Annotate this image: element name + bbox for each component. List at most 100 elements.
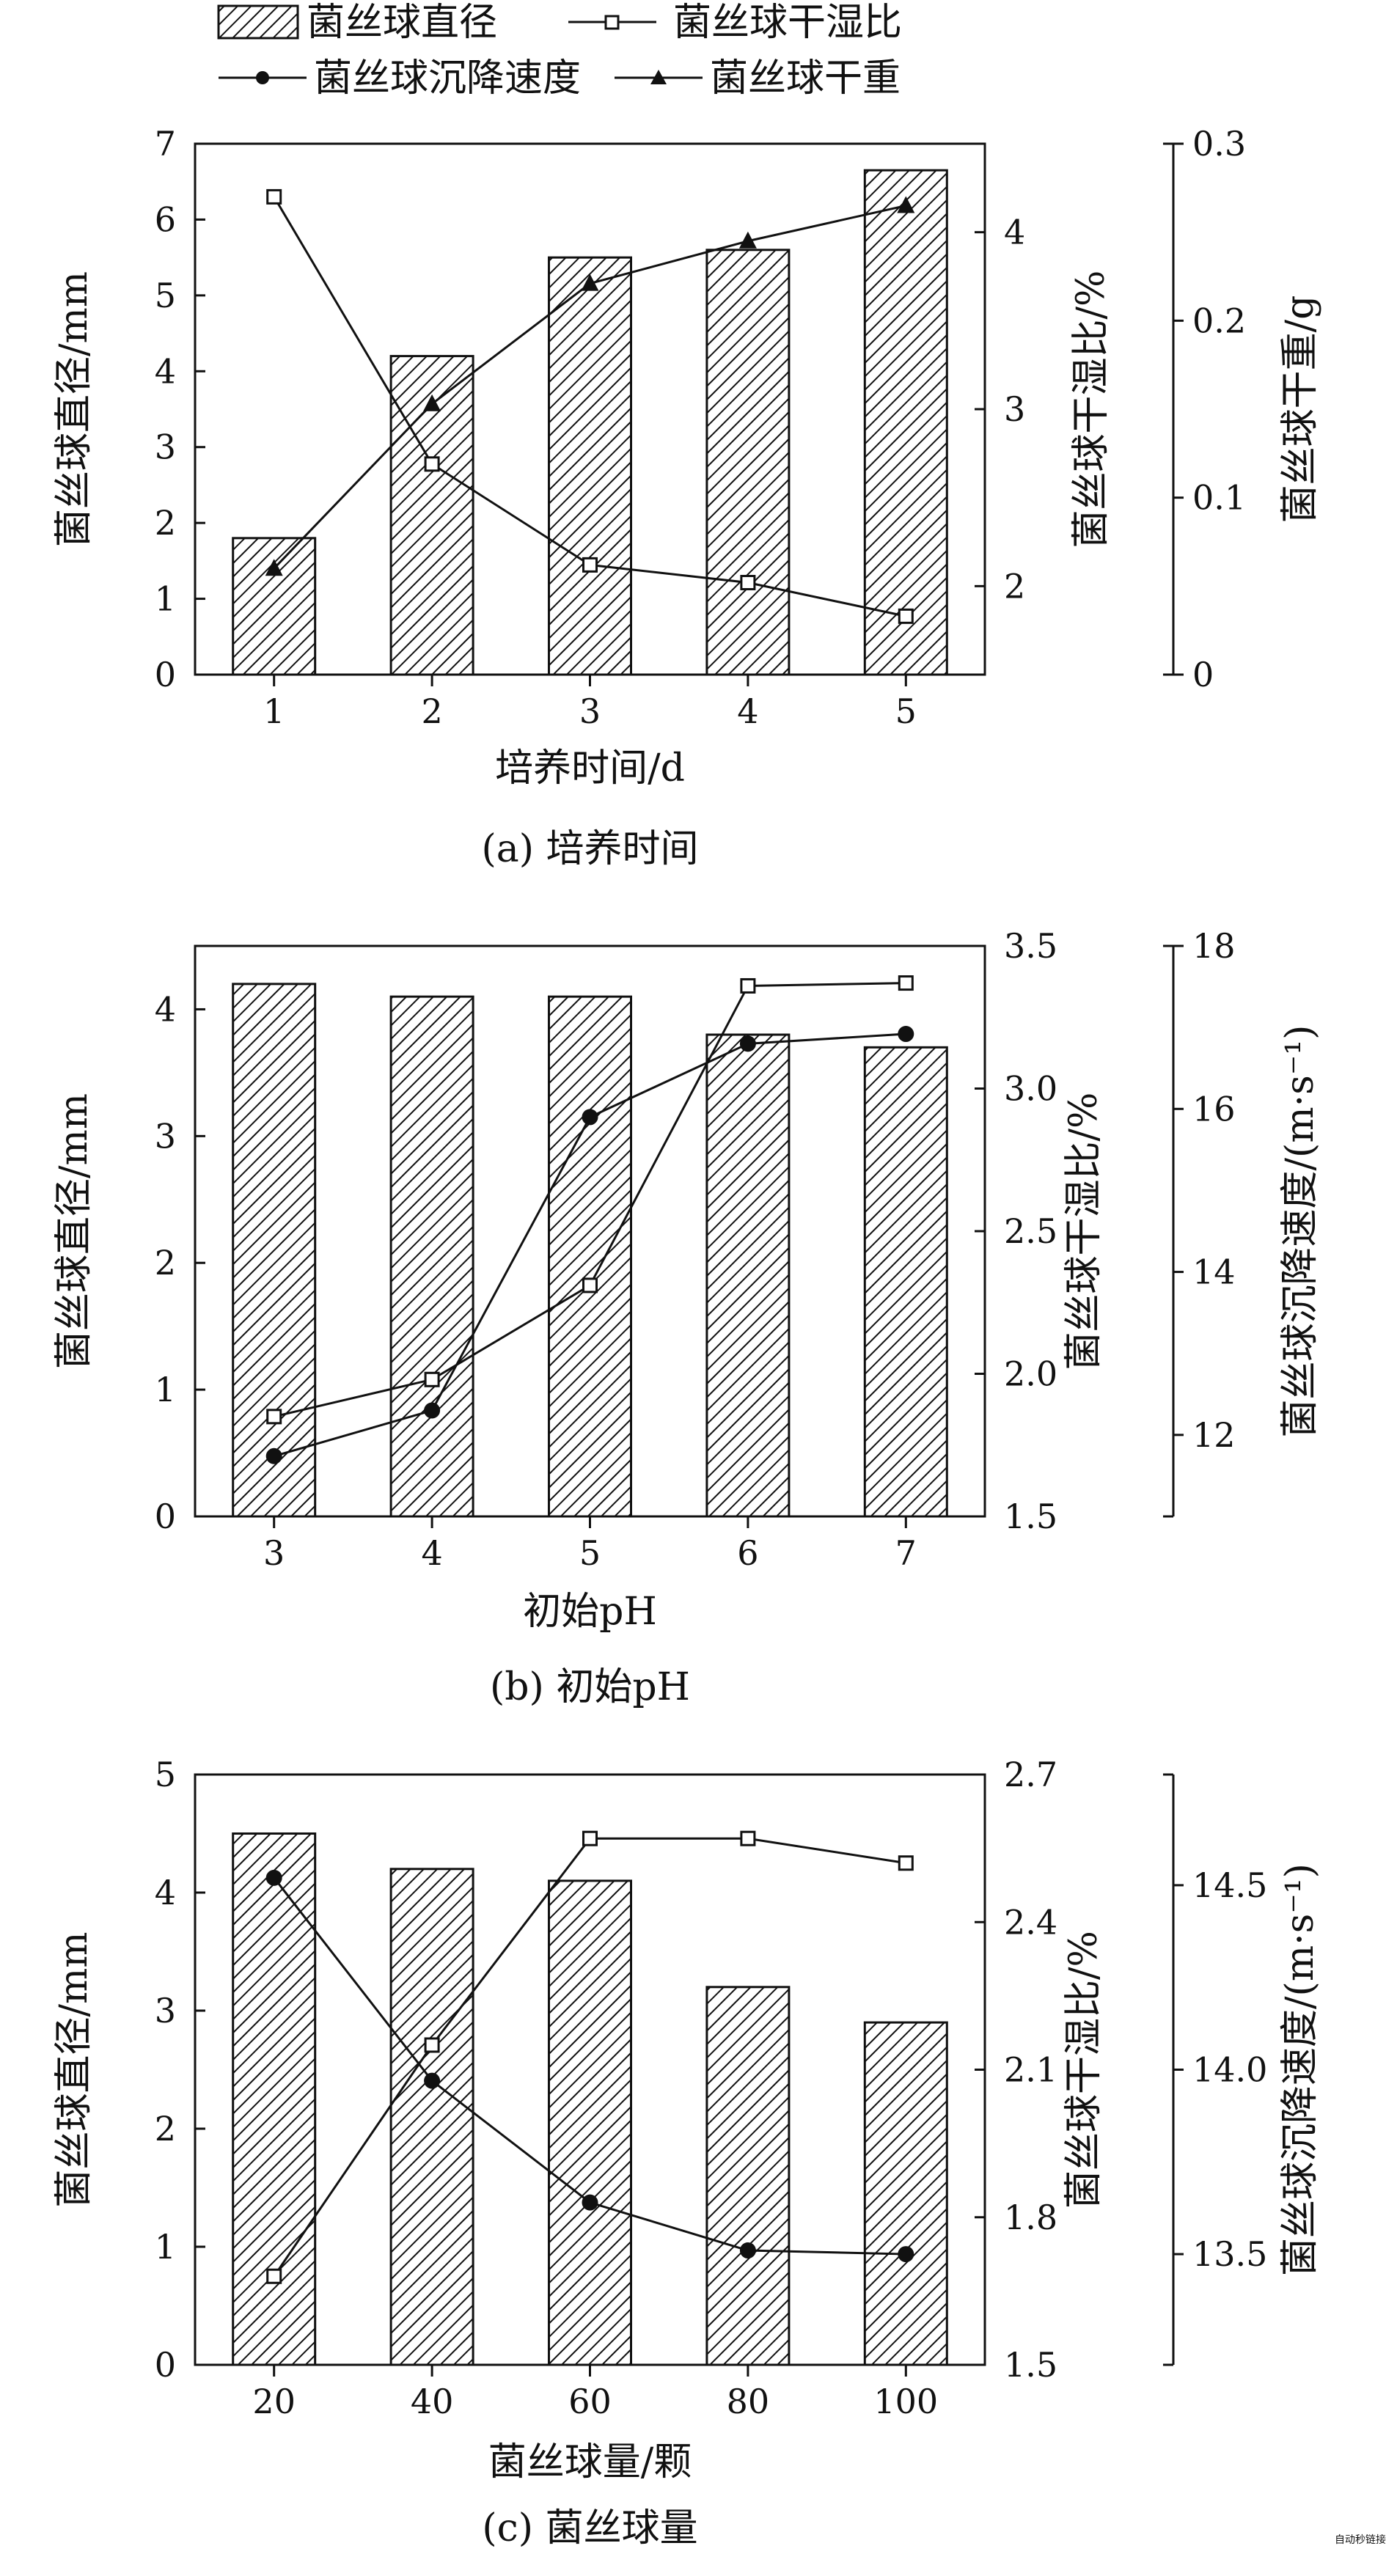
y2-tick-label: 4 [1004, 213, 1025, 252]
panel-caption: (c) 菌丝球量 [482, 2506, 697, 2550]
bar [863, 169, 948, 676]
legend-weight-marker [650, 70, 667, 84]
y2-axis-title: 菌丝球干湿比/% [1062, 1931, 1106, 2209]
line-point-triangle [897, 196, 915, 213]
x-tick-label: 40 [411, 2382, 454, 2421]
line-point-circle [739, 2242, 756, 2259]
line-point-circle [265, 1447, 282, 1464]
legend-ratio-label: 菌丝球干湿比 [673, 1, 902, 45]
legend-item-bar: 菌丝球直径 [217, 1, 497, 45]
line-point-triangle [738, 231, 757, 249]
y-tick-label: 2 [155, 2109, 176, 2148]
y3-tick-label: 0 [1192, 655, 1214, 694]
y3-axis-title: 菌丝球干重/g [1278, 296, 1322, 524]
y-tick-label: 1 [155, 1370, 176, 1409]
x-tick-label: 20 [252, 2382, 296, 2421]
legend-bar-swatch [217, 4, 299, 40]
legend-weight-label: 菌丝球干重 [710, 56, 901, 100]
x-tick-label: 7 [895, 1533, 917, 1573]
legend-item-weight: 菌丝球干重 [615, 56, 901, 100]
y2-tick-label: 2.5 [1004, 1211, 1057, 1251]
y2-tick-label: 2.1 [1004, 2050, 1057, 2090]
line-point-square [266, 2268, 282, 2284]
line-point-square [582, 1830, 598, 1846]
y-tick-label: 5 [155, 1755, 176, 1794]
y-tick-label: 0 [155, 1497, 176, 1536]
y2-tick-label: 2 [1004, 566, 1025, 606]
line-point-square [582, 1277, 598, 1293]
y-tick-label: 1 [155, 2227, 176, 2267]
y2-tick-label: 1.5 [1004, 1497, 1057, 1536]
y-axis-title: 菌丝球直径/mm [52, 1931, 96, 2207]
x-tick-label: 2 [421, 691, 442, 731]
y-tick-label: 4 [155, 1873, 176, 1912]
legend-velocity-marker [256, 71, 269, 84]
bar [232, 537, 317, 676]
legend-bar-label: 菌丝球直径 [307, 1, 497, 45]
x-tick-label: 4 [421, 1533, 442, 1573]
y2-axis-title: 菌丝球干湿比/% [1069, 271, 1113, 548]
line-point-triangle [265, 559, 283, 576]
line-point-square [266, 1409, 282, 1425]
panel-caption: (a) 培养时间 [481, 827, 698, 871]
chart-panel-c: 0 1 2 3 4 5 菌丝球直径/mm 1.5 1.8 2.1 2.4 2.7 菌丝球干湿比/% 13.… [52, 1755, 1322, 2550]
y3-tick-label: 0.2 [1192, 301, 1246, 340]
y-tick-label: 2 [155, 503, 176, 543]
y2-tick-label: 1.5 [1004, 2345, 1057, 2385]
y3-tick-label: 18 [1192, 926, 1236, 966]
line-point-square [582, 557, 598, 573]
line-point-circle [898, 1026, 914, 1043]
y-tick-label: 2 [155, 1243, 176, 1283]
x-tick-label: 6 [737, 1533, 758, 1573]
bar [863, 2021, 948, 2366]
bar [547, 1879, 633, 2366]
line-point-triangle [581, 274, 599, 291]
line-point-circle [582, 1109, 598, 1126]
y3-tick-label: 0.1 [1192, 478, 1246, 518]
y2-tick-label: 1.8 [1004, 2198, 1057, 2237]
y-axis-title: 菌丝球直径/mm [52, 271, 96, 547]
x-tick-label: 1 [263, 691, 285, 731]
y3-tick-label: 16 [1192, 1089, 1236, 1129]
line-point-square [740, 977, 756, 994]
y-tick-label: 7 [155, 124, 176, 164]
line-point-square [898, 975, 914, 991]
chart-panel-a: 0 1 2 3 4 5 6 7 菌丝球直径/mm 2 3 4 菌丝球干湿比/% 0 0.1 0.2 0.3 菌丝球… [52, 124, 1322, 871]
line-point-circle [582, 2194, 598, 2211]
y3-tick-label: 12 [1192, 1415, 1236, 1455]
legend-velocity-label: 菌丝球沉降速度 [314, 56, 581, 100]
y3-tick-label: 0.3 [1192, 124, 1246, 164]
bar [389, 1868, 474, 2366]
line-point-square [740, 575, 756, 591]
line-point-square [424, 1371, 440, 1387]
line-point-square [424, 456, 440, 472]
bar [232, 983, 317, 1518]
line-point-square [898, 1855, 914, 1871]
y3-tick-label: 13.5 [1192, 2234, 1267, 2274]
y2-axis-title: 菌丝球干湿比/% [1062, 1093, 1106, 1370]
y-tick-label: 3 [155, 428, 176, 467]
legend-item-ratio: 菌丝球干湿比 [568, 1, 902, 45]
line-point-triangle [423, 394, 441, 411]
x-tick-label: 60 [568, 2382, 612, 2421]
legend-item-velocity: 菌丝球沉降速度 [219, 56, 581, 100]
y2-tick-label: 2.4 [1004, 1902, 1057, 1942]
y-tick-label: 0 [155, 2345, 176, 2385]
line-point-circle [424, 1402, 441, 1419]
legend: 菌丝球直径 菌丝球干湿比 菌丝球沉降速度 菌丝球干重 [217, 1, 902, 100]
bar [705, 249, 791, 676]
x-axis-title: 培养时间/d [495, 746, 685, 790]
bar [547, 256, 633, 676]
x-axis-title: 菌丝球量/颗 [488, 2440, 692, 2484]
line-point-square [266, 188, 282, 205]
x-axis-title: 初始pH [523, 1590, 657, 1634]
x-tick-label: 100 [873, 2382, 938, 2421]
bar [705, 1986, 791, 2366]
y-tick-label: 1 [155, 579, 176, 619]
y2-tick-label: 2.7 [1004, 1755, 1057, 1794]
line-point-square [740, 1830, 756, 1846]
line-point-circle [898, 2246, 914, 2263]
panel-caption: (b) 初始pH [490, 1665, 690, 1709]
line-point-circle [424, 2072, 441, 2089]
